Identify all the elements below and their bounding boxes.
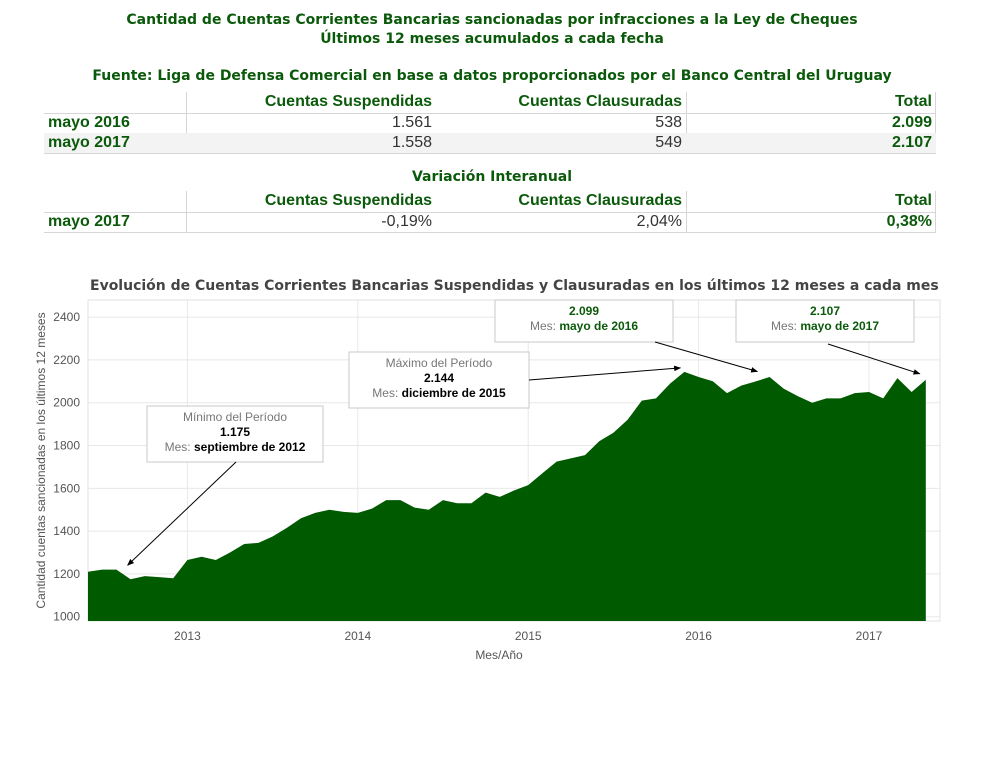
cell-clausuradas: 549 [655, 134, 682, 151]
annotation-arrow [528, 365, 682, 381]
variation-table: Cuentas Suspendidas Cuentas Clausuradas … [44, 191, 936, 233]
y-axis-label: Cantidad cuentas sancionadas en los últi… [34, 312, 48, 608]
x-tick-label: 2013 [174, 629, 201, 643]
y-tick-label: 1200 [53, 567, 80, 581]
x-tick-label: 2015 [515, 629, 542, 643]
x-tick-label: 2016 [685, 629, 712, 643]
cell-suspendidas: -0,19% [381, 213, 432, 230]
y-tick-label: 2400 [53, 310, 80, 324]
annotation-box-may17 [735, 299, 915, 343]
x-tick-label: 2017 [856, 629, 883, 643]
column-header-suspendidas: Cuentas Suspendidas [264, 192, 432, 209]
y-tick-label: 2200 [53, 353, 80, 367]
annotation-value: 1.175 [220, 425, 250, 439]
annotation-box-may16 [494, 299, 674, 343]
row-label: mayo 2016 [48, 114, 130, 131]
summary-table: Cuentas Suspendidas Cuentas Clausuradas … [44, 92, 936, 154]
table-header-row: Cuentas Suspendidas Cuentas Clausuradas … [44, 191, 936, 211]
table-header-row: Cuentas Suspendidas Cuentas Clausuradas … [44, 92, 936, 112]
column-header-clausuradas: Cuentas Clausuradas [518, 192, 682, 209]
y-tick-label: 1400 [53, 524, 80, 538]
x-axis-label: Mes/Año [475, 648, 523, 662]
annotation-month: Mes: septiembre de 2012 [165, 440, 306, 454]
column-header-total: Total [894, 192, 932, 209]
cell-suspendidas: 1.558 [391, 134, 432, 151]
annotation-arrow [127, 461, 237, 566]
x-tick-label: 2014 [344, 629, 371, 643]
column-header-suspendidas: Cuentas Suspendidas [264, 93, 432, 110]
chart-title: Evolución de Cuentas Corrientes Bancaria… [90, 278, 939, 294]
y-tick-label: 1000 [53, 610, 80, 624]
table-row: mayo 2016 1.561 538 2.099 [44, 113, 936, 133]
table-row: mayo 2017 -0,19% 2,04% 0,38% [44, 212, 936, 232]
cell-clausuradas: 538 [655, 114, 682, 131]
cell-total: 2.107 [891, 134, 932, 151]
y-tick-label: 1800 [53, 439, 80, 453]
cell-suspendidas: 1.561 [391, 114, 432, 131]
page-subtitle: Últimos 12 meses acumulados a cada fecha [320, 31, 664, 47]
annotation-value: 2.144 [424, 371, 454, 385]
annotation-month: Mes: mayo de 2016 [530, 319, 638, 333]
annotation-arrow [654, 341, 759, 373]
area-series [88, 371, 926, 621]
annotation-value: 2.099 [569, 304, 599, 318]
y-tick-label: 1600 [53, 481, 80, 495]
annotation-month: Mes: mayo de 2017 [771, 319, 879, 333]
annotation-title: Mínimo del Período [183, 410, 287, 424]
y-tick-label: 2000 [53, 396, 80, 410]
annotation-month: Mes: diciembre de 2015 [372, 386, 506, 400]
cell-total: 0,38% [886, 213, 932, 230]
table-row: mayo 2017 1.558 549 2.107 [44, 133, 936, 153]
cell-clausuradas: 2,04% [636, 213, 682, 230]
annotation-value: 2.107 [810, 304, 840, 318]
annotation-box-max [348, 351, 530, 409]
row-label: mayo 2017 [48, 213, 130, 230]
annotation-box-min [146, 405, 324, 463]
row-label: mayo 2017 [48, 134, 130, 151]
source-note: Fuente: Liga de Defensa Comercial en bas… [92, 68, 892, 84]
cell-total: 2.099 [891, 114, 932, 131]
column-header-total: Total [894, 93, 932, 110]
variation-title: Variación Interanual [411, 169, 573, 185]
page-title: Cantidad de Cuentas Corrientes Bancarias… [126, 12, 858, 28]
annotation-title: Máximo del Período [386, 356, 493, 370]
annotation-arrow [827, 343, 921, 375]
column-header-clausuradas: Cuentas Clausuradas [518, 93, 682, 110]
